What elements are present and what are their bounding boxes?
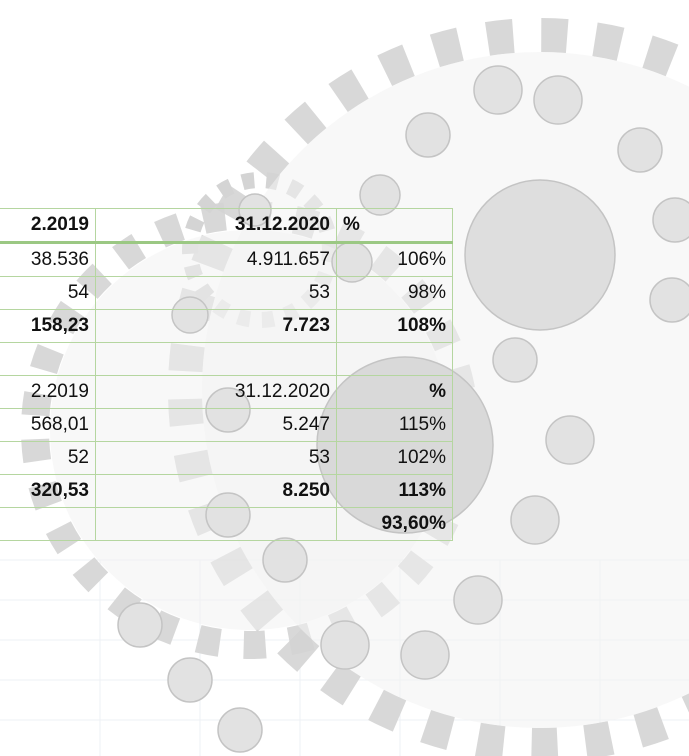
cell: 31.12.2020 [95,208,337,244]
cell: 7.723 [95,309,337,343]
cell: % [336,375,453,409]
data-table: 2.2019 31.12.2020 % 38.536 4.911.657 106… [0,208,453,541]
cell: 4.911.657 [95,242,337,277]
cell: 98% [336,276,453,310]
cell: 54 [0,276,96,310]
cell: 38.536 [0,242,96,277]
cell: % [336,208,453,244]
cell [95,342,337,376]
cell: 8.250 [95,474,337,508]
cell: 108% [336,309,453,343]
header-row: 2.2019 31.12.2020 % [0,375,453,409]
cell [336,342,453,376]
row: 54 53 98% [0,276,453,310]
row: 52 53 102% [0,441,453,475]
header-row: 2.2019 31.12.2020 % [0,208,453,244]
cell: 320,53 [0,474,96,508]
cell: 568,01 [0,408,96,442]
cell: 2.2019 [0,208,96,244]
cell: 5.247 [95,408,337,442]
cell: 93,60% [336,507,453,541]
row: 568,01 5.247 115% [0,408,453,442]
cell: 113% [336,474,453,508]
total-row: 320,53 8.250 113% [0,474,453,508]
cell [0,507,96,541]
empty-row [0,342,453,376]
cell: 158,23 [0,309,96,343]
row: 38.536 4.911.657 106% [0,242,453,277]
cell: 31.12.2020 [95,375,337,409]
cell: 52 [0,441,96,475]
cell: 53 [95,276,337,310]
cell: 106% [336,242,453,277]
cell [0,342,96,376]
cell: 2.2019 [0,375,96,409]
cell: 115% [336,408,453,442]
cell: 102% [336,441,453,475]
cell: 53 [95,441,337,475]
total-row: 158,23 7.723 108% [0,309,453,343]
ratio-row: 93,60% [0,507,453,541]
cell [95,507,337,541]
